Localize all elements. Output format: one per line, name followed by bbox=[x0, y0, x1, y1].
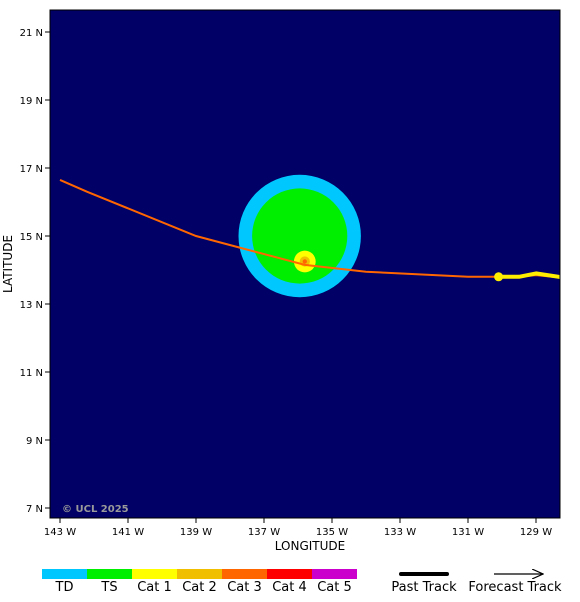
y-tick-label: 15 N bbox=[20, 232, 43, 243]
legend-swatch-cat-5 bbox=[312, 569, 357, 579]
y-tick-label: 21 N bbox=[20, 28, 43, 39]
legend-label-ts: TS bbox=[100, 580, 117, 595]
current-position-marker bbox=[494, 272, 504, 282]
legend-swatch-ts bbox=[87, 569, 132, 579]
legend-label-cat-2: Cat 2 bbox=[182, 580, 217, 595]
forecast-track-legend-label: Forecast Track bbox=[468, 580, 562, 595]
y-tick-label: 9 N bbox=[26, 436, 43, 447]
past-track-legend-label: Past Track bbox=[391, 580, 457, 595]
legend-swatch-td bbox=[42, 569, 87, 579]
x-tick-label: 141 W bbox=[112, 527, 144, 538]
legend-label-cat-5: Cat 5 bbox=[317, 580, 352, 595]
y-tick-label: 11 N bbox=[20, 368, 43, 379]
x-tick-label: 129 W bbox=[520, 527, 552, 538]
map-plot-area bbox=[59, 174, 560, 298]
x-tick-label: 131 W bbox=[452, 527, 484, 538]
legend: TD TS Cat 1 Cat 2 Cat 3 Cat 4 Cat 5 Past Track… bbox=[42, 569, 562, 595]
legend-swatch-cat-2 bbox=[177, 569, 222, 579]
legend-label-td: TD bbox=[55, 580, 74, 595]
storm-center-marker bbox=[302, 259, 307, 264]
y-tick-label: 7 N bbox=[26, 504, 43, 515]
past-track-line bbox=[498, 271, 560, 280]
track-layer bbox=[59, 178, 560, 282]
x-tick-label: 137 W bbox=[248, 527, 280, 538]
x-tick-label: 133 W bbox=[384, 527, 416, 538]
x-axis-title: LONGITUDE bbox=[275, 539, 345, 553]
legend-swatch-cat-4 bbox=[267, 569, 312, 579]
y-tick-label: 13 N bbox=[20, 300, 43, 311]
x-tick-label: 135 W bbox=[316, 527, 348, 538]
x-tick-label: 143 W bbox=[44, 527, 76, 538]
legend-label-cat-4: Cat 4 bbox=[272, 580, 307, 595]
category-legend: TD TS Cat 1 Cat 2 Cat 3 Cat 4 Cat 5 bbox=[42, 569, 357, 595]
y-tick-label: 19 N bbox=[20, 96, 43, 107]
x-tick-label: 139 W bbox=[180, 527, 212, 538]
copyright-watermark: © UCL 2025 bbox=[62, 504, 129, 515]
x-axis-ticks: 143 W 141 W 139 W 137 W 135 W 133 W 131 W 129 W bbox=[44, 518, 552, 538]
legend-label-cat-3: Cat 3 bbox=[227, 580, 262, 595]
y-tick-label: 17 N bbox=[20, 164, 43, 175]
legend-swatch-cat-3 bbox=[222, 569, 267, 579]
legend-label-cat-1: Cat 1 bbox=[137, 580, 172, 595]
legend-swatch-cat-1 bbox=[132, 569, 177, 579]
wind-radius-ts bbox=[252, 188, 348, 284]
wind-field-layer bbox=[238, 174, 361, 298]
map-frame bbox=[49, 9, 561, 519]
y-axis-title: LATITUDE bbox=[1, 235, 15, 293]
y-axis-ticks: 7 N 9 N 11 N 13 N 15 N 17 N 19 N 21 N bbox=[20, 28, 50, 515]
